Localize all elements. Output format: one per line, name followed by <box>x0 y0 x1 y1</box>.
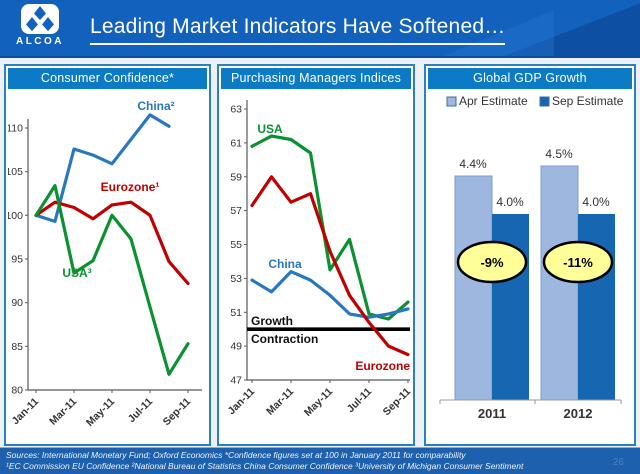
svg-text:Jan-11: Jan-11 <box>226 386 258 418</box>
gdp-panel-title: Global GDP Growth <box>428 68 632 89</box>
svg-text:Eurozone: Eurozone <box>355 359 410 373</box>
sources-line-2: ¹EC Commission EU Confidence ²National B… <box>6 461 524 472</box>
alcoa-logo: ALCOA <box>12 4 68 47</box>
svg-text:Sep-11: Sep-11 <box>381 386 411 419</box>
svg-text:China: China <box>268 257 302 271</box>
pmi-panel-title: Purchasing Managers Indices <box>221 68 411 89</box>
svg-text:-9%: -9% <box>480 255 504 270</box>
svg-text:4.5%: 4.5% <box>545 147 573 161</box>
svg-text:105: 105 <box>8 166 23 178</box>
consumer-confidence-chart: 80 85 90 95 100 105 110 Jan-11 Mar-11 May-11 Jul-1… <box>8 99 202 429</box>
svg-text:110: 110 <box>8 123 23 135</box>
sources-line-1: Sources: International Monetary Fund; Ox… <box>6 450 466 460</box>
svg-text:USA³: USA³ <box>62 266 91 280</box>
svg-text:Contraction: Contraction <box>251 332 318 346</box>
svg-text:-11%: -11% <box>563 255 593 270</box>
alcoa-logo-text: ALCOA <box>15 36 65 47</box>
svg-text:May-11: May-11 <box>84 396 117 429</box>
svg-text:59: 59 <box>230 171 242 183</box>
svg-text:Mar-11: Mar-11 <box>47 396 79 428</box>
svg-text:4.0%: 4.0% <box>582 195 610 209</box>
svg-text:Apr Estimate: Apr Estimate <box>459 94 528 108</box>
svg-text:57: 57 <box>230 205 242 217</box>
svg-text:63: 63 <box>230 104 242 116</box>
svg-text:51: 51 <box>230 307 242 319</box>
svg-text:53: 53 <box>230 273 242 285</box>
svg-text:90: 90 <box>11 297 23 309</box>
svg-text:47: 47 <box>230 375 242 387</box>
gdp-growth-chart: Apr Estimate Sep Estimate 4.4% 4.0% -9% 4.5% 4… <box>439 94 624 421</box>
svg-text:4.0%: 4.0% <box>496 195 524 209</box>
svg-text:Mar-11: Mar-11 <box>264 386 296 418</box>
svg-text:85: 85 <box>11 341 23 353</box>
svg-text:49: 49 <box>230 341 242 353</box>
slide-title: Leading Market Indicators Have Softened… <box>90 15 506 45</box>
svg-text:80: 80 <box>11 385 23 397</box>
svg-text:2011: 2011 <box>478 406 506 421</box>
svg-text:61: 61 <box>230 137 242 149</box>
consumer-confidence-panel-title: Consumer Confidence* <box>8 68 207 89</box>
page-number: 26 <box>612 457 624 468</box>
svg-text:2012: 2012 <box>564 406 593 421</box>
svg-text:May-11: May-11 <box>302 386 335 419</box>
banner-triangle-decoration <box>504 0 640 56</box>
svg-text:China²: China² <box>137 99 174 113</box>
svg-text:Sep Estimate: Sep Estimate <box>552 94 624 108</box>
svg-text:USA: USA <box>257 122 283 136</box>
svg-text:Growth: Growth <box>251 314 293 328</box>
panel-pmi: Purchasing Managers Indices 47 49 51 53 55 57… <box>217 64 415 446</box>
svg-text:Jul-11: Jul-11 <box>345 386 375 416</box>
svg-text:Jul-11: Jul-11 <box>126 396 156 426</box>
svg-text:4.4%: 4.4% <box>459 157 487 171</box>
sources-bar: Sources: International Monetary Fund; Ox… <box>0 447 640 474</box>
panel-gdp-growth: Global GDP Growth Apr Estimate Sep Estima… <box>424 64 636 446</box>
svg-text:95: 95 <box>11 254 23 266</box>
alcoa-diamond-icon <box>21 4 59 34</box>
svg-text:100: 100 <box>8 210 23 222</box>
banner-triangle-decoration <box>444 10 554 56</box>
pmi-chart: 47 49 51 53 55 57 59 61 63 Jan-11 Mar-11 May-11 Jul-… <box>226 100 411 419</box>
svg-text:Jan-11: Jan-11 <box>10 396 42 428</box>
svg-text:Sep-11: Sep-11 <box>161 396 194 429</box>
svg-text:55: 55 <box>230 239 242 251</box>
svg-text:Eurozone¹: Eurozone¹ <box>101 180 160 194</box>
panel-consumer-confidence: Consumer Confidence* 80 85 90 95 100 105 110 Ja… <box>4 64 211 446</box>
title-banner: ALCOA Leading Market Indicators Have Sof… <box>0 0 640 58</box>
